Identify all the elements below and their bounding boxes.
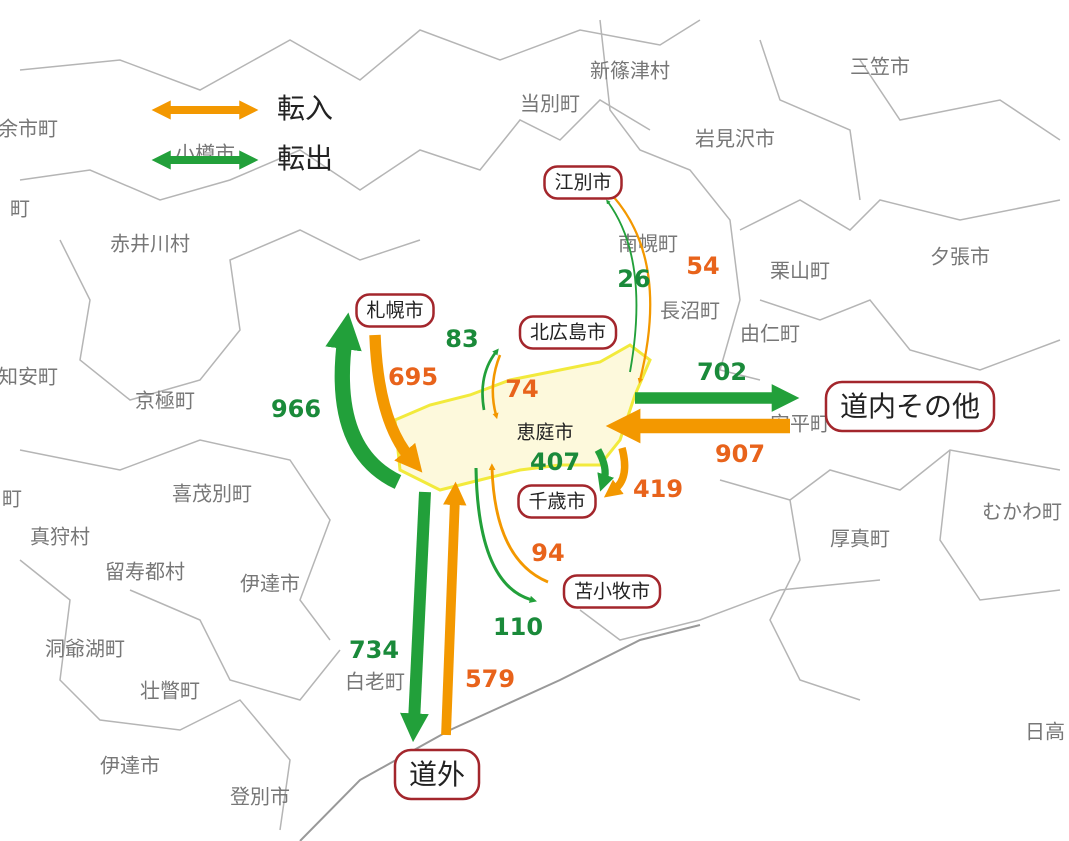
out-value: 110 (493, 613, 543, 641)
legend-label: 転出 (277, 142, 333, 175)
town-name: 伊達市 (240, 572, 300, 596)
town-name: 日高 (1025, 720, 1065, 744)
town-name: 南幌町 (618, 232, 678, 256)
town-name: 厚真町 (830, 527, 890, 551)
town-name: 倶知安町 (0, 365, 58, 389)
out-value: 734 (349, 636, 399, 664)
town-name: 新篠津村 (590, 59, 670, 83)
in-arrow (491, 354, 502, 420)
in-value: 54 (686, 252, 719, 280)
out-value: 26 (617, 265, 650, 293)
town-name: 白老町 (345, 670, 405, 694)
out-arrow (606, 199, 638, 373)
out-arrow (481, 348, 499, 411)
town-name: 夕張市 (930, 245, 990, 269)
town-name: 町 (2, 487, 22, 511)
out-value: 407 (530, 448, 580, 476)
town-name: 由仁町 (740, 322, 800, 346)
in-value: 74 (505, 375, 538, 403)
town-name: 三笠市 (850, 55, 910, 79)
town-name: 赤井川村 (110, 232, 190, 256)
town-name: 登別市 (230, 785, 290, 809)
town-name: 喜茂別町 (172, 482, 252, 506)
town-name: 洞爺湖町 (45, 637, 125, 661)
place-name: 道外 (409, 758, 465, 791)
in-value: 94 (531, 539, 564, 567)
in-arrow (441, 481, 467, 736)
legend-label: 転入 (277, 92, 333, 125)
out-value: 83 (445, 325, 478, 353)
out-arrow (594, 448, 614, 492)
place-name: 江別市 (554, 172, 611, 194)
in-arrow (369, 334, 423, 473)
place-box (543, 165, 623, 200)
town-name: 長沼町 (660, 299, 720, 323)
town-name: 余市町 (0, 117, 58, 141)
town-name: 留寿都村 (105, 560, 185, 584)
in-value: 907 (715, 440, 765, 468)
place-name: 札幌市 (366, 300, 423, 322)
in-value: 695 (388, 363, 438, 391)
place-name: 千歳市 (528, 491, 585, 513)
out-arrow (400, 491, 431, 743)
place-box (824, 380, 996, 433)
in-value: 579 (465, 665, 515, 693)
town-name: 栗山町 (770, 259, 830, 283)
place-name: 北広島市 (530, 322, 606, 344)
town-name: 当別町 (520, 92, 580, 116)
town-name: 京極町 (135, 389, 195, 413)
out-arrow (474, 467, 537, 603)
town-name: 壮瞥町 (140, 679, 200, 703)
place-box (355, 293, 435, 328)
in-arrow (488, 463, 549, 584)
town-name: 真狩村 (30, 525, 90, 549)
place-box (517, 484, 597, 519)
in-arrow (611, 194, 652, 384)
out-value: 702 (697, 358, 747, 386)
town-name: 伊達市 (100, 754, 160, 778)
town-name: むかわ町 (982, 500, 1062, 524)
out-value: 966 (271, 395, 321, 423)
town-name: 岩見沢市 (695, 127, 775, 151)
place-box (562, 574, 662, 609)
in-arrow (603, 447, 629, 498)
place-name: 苫小牧市 (574, 581, 650, 603)
out-arrow (325, 312, 402, 489)
place-box (518, 315, 618, 350)
in-value: 419 (633, 475, 683, 503)
center-label: 恵庭市 (516, 422, 573, 444)
place-box (393, 748, 481, 801)
borders (19, 19, 1061, 841)
town-name: 町 (10, 197, 30, 221)
place-name: 道内その他 (840, 390, 980, 423)
